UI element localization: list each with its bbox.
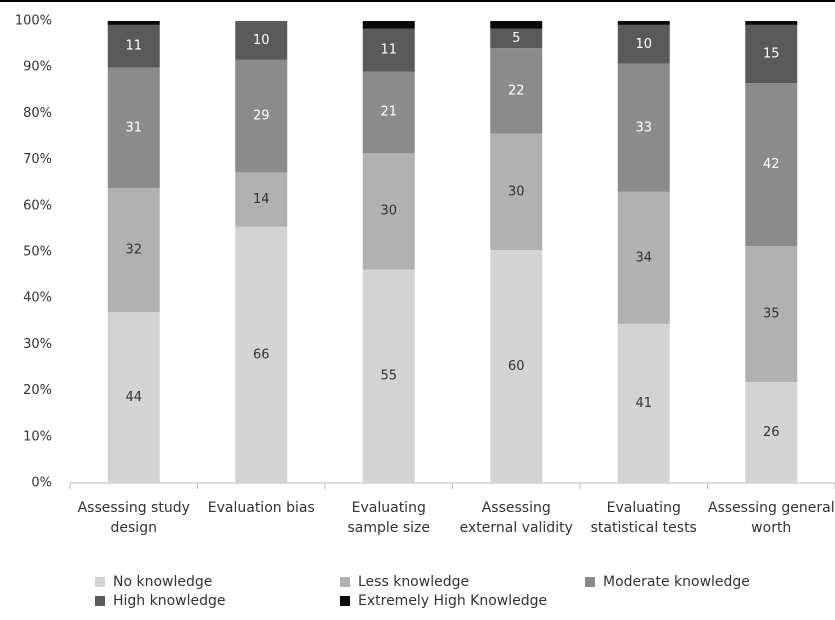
y-tick-label: 50% (23, 245, 52, 260)
data-label: 5 (512, 31, 520, 46)
data-label: 15 (763, 47, 780, 62)
bar-segment (617, 63, 670, 192)
bar-segment (362, 269, 415, 483)
bar-segment (617, 191, 670, 324)
bar-segment (362, 153, 415, 270)
data-label: 66 (253, 347, 270, 362)
data-label: 14 (253, 192, 270, 207)
y-tick-label: 60% (23, 198, 52, 213)
data-label: 10 (635, 37, 652, 52)
legend-label: Less knowledge (358, 574, 470, 590)
bar-segment (745, 246, 798, 383)
bar-segment (490, 133, 543, 251)
bar-segment (235, 21, 288, 60)
bar-segment (107, 187, 160, 313)
x-tick-label: Assessing study design (77, 500, 190, 536)
legend-swatch (95, 577, 105, 587)
data-label: 34 (635, 250, 652, 265)
data-label: 32 (125, 243, 142, 258)
data-label: 60 (508, 359, 525, 374)
bar-segment (107, 312, 160, 483)
bar-segment (107, 21, 160, 25)
bar-segment (362, 28, 415, 72)
data-label: 11 (125, 39, 142, 54)
legend-label: No knowledge (113, 574, 213, 590)
data-label: 41 (635, 396, 652, 411)
data-label: 33 (635, 120, 652, 135)
data-label: 10 (253, 33, 270, 48)
bar-segment (362, 71, 415, 153)
bar-segment (617, 24, 670, 64)
bar-segment (107, 67, 160, 188)
data-label: 55 (380, 369, 397, 384)
data-label: 30 (508, 184, 525, 199)
data-label: 29 (253, 109, 270, 124)
bar-segment (362, 21, 415, 29)
y-tick-label: 90% (23, 60, 52, 75)
y-tick-label: 20% (23, 383, 52, 398)
data-label: 35 (763, 307, 780, 322)
bar-segment (235, 226, 288, 483)
legend-label: Extremely High Knowledge (358, 593, 548, 609)
legend-item: Moderate knowledge (585, 574, 830, 590)
legend-item: No knowledge (95, 574, 340, 590)
bar-segment (107, 24, 160, 68)
data-label: 11 (380, 43, 397, 58)
bar-segment (745, 21, 798, 25)
data-label: 21 (380, 105, 397, 120)
bar-segment (490, 21, 543, 29)
bar-segment (490, 250, 543, 483)
legend-swatch (340, 596, 350, 606)
legend-item: High knowledge (95, 593, 340, 609)
legend-swatch (95, 596, 105, 606)
y-tick-label: 100% (15, 14, 52, 29)
data-label: 30 (380, 204, 397, 219)
y-tick-label: 80% (23, 106, 52, 121)
data-label: 44 (125, 390, 142, 405)
y-tick-label: 0% (31, 476, 52, 491)
y-tick-label: 70% (23, 152, 52, 167)
bar-segment (617, 323, 670, 483)
x-tick-label: Evaluation bias (207, 500, 315, 516)
y-tick-label: 40% (23, 291, 52, 306)
legend-label: Moderate knowledge (603, 574, 750, 590)
x-tick-label: Assessing external validity (459, 500, 573, 536)
data-label: 31 (125, 120, 142, 135)
bar-segment (745, 382, 798, 483)
bar-segment (490, 28, 543, 49)
x-tick-label: Evaluating sample size (347, 500, 431, 536)
bar-segment (745, 24, 798, 84)
legend-item: Extremely High Knowledge (340, 593, 585, 609)
legend: No knowledge Less knowledge Moderate knowl… (95, 574, 830, 609)
bar-segment (617, 21, 670, 25)
bar-segment (235, 172, 288, 227)
data-label: 22 (508, 83, 525, 98)
y-tick-label: 10% (23, 429, 52, 444)
legend-swatch (340, 577, 350, 587)
data-label: 42 (763, 157, 780, 172)
legend-swatch (585, 577, 595, 587)
legend-label: High knowledge (113, 593, 226, 609)
x-tick-label: Evaluating statistical tests (590, 500, 697, 536)
bar-segment (235, 59, 288, 173)
legend-item: Less knowledge (340, 574, 585, 590)
data-label: 26 (763, 425, 780, 440)
y-tick-label: 30% (23, 337, 52, 352)
bar-segment (745, 83, 798, 247)
bar-segment (490, 48, 543, 134)
x-tick-label: Assessing general worth (707, 500, 835, 536)
